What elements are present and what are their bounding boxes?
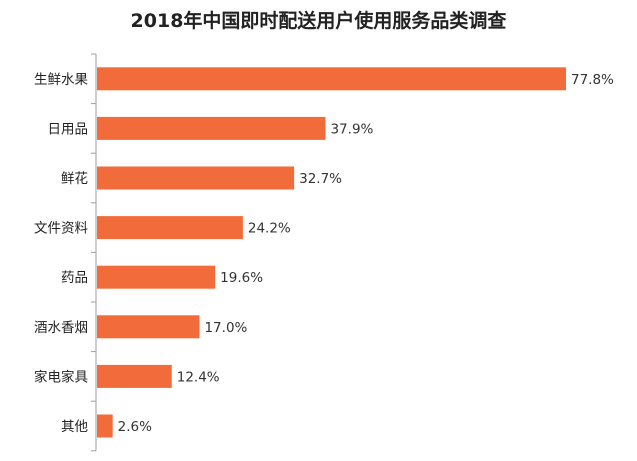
bar [97,265,216,289]
category-label: 药品 [61,270,88,286]
bar [97,116,326,140]
bar [97,315,200,339]
bar [97,166,295,190]
data-label: 32.7% [299,171,342,187]
category-label: 家电家具 [34,368,88,385]
data-label: 19.6% [220,270,263,286]
bar [97,67,566,91]
data-label: 24.2% [248,221,291,237]
category-label: 鲜花 [61,171,88,187]
data-label: 17.0% [204,320,247,336]
category-label: 生鲜水果 [34,72,88,88]
data-label: 37.9% [330,121,373,137]
category-label: 日用品 [48,121,89,137]
category-label: 酒水香烟 [34,320,88,336]
bar [97,414,113,438]
category-label: 文件资料 [34,221,88,237]
bar [97,364,172,388]
chart-title: 2018年中国即时配送用户使用服务品类调查 [130,10,507,32]
data-label: 12.4% [177,369,220,385]
data-label: 2.6% [118,419,152,435]
bar [97,216,243,240]
data-label: 77.8% [571,72,614,88]
category-label: 其他 [61,419,88,435]
